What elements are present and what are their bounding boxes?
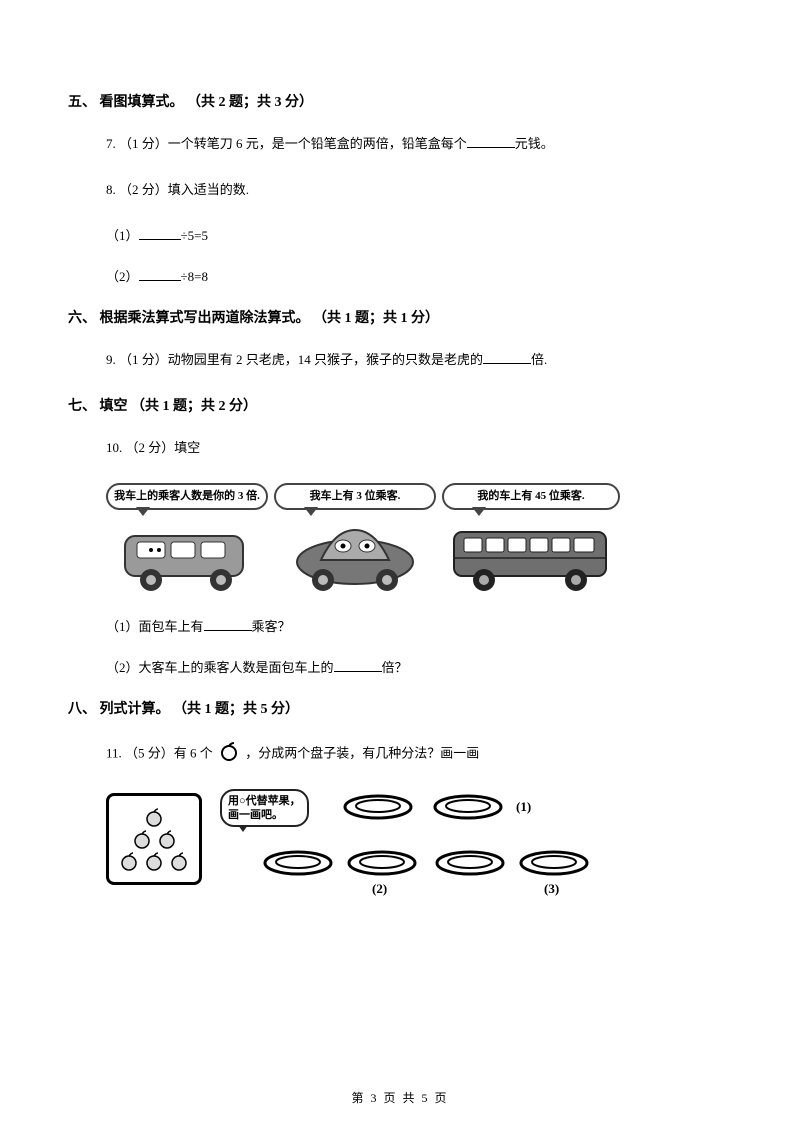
q11-prefix: 11. （5 分）有 6 个 <box>106 745 216 760</box>
plate-icon <box>432 793 504 821</box>
q10-sub2-prefix: （2）大客车上的乘客人数是面包车上的 <box>106 660 334 675</box>
section-7-heading: 七、 填空 （共 1 题；共 2 分） <box>68 395 732 415</box>
plate-icon <box>434 849 506 877</box>
q9-prefix: 9. （1 分）动物园里有 2 只老虎，14 只猴子，猴子的只数是老虎的 <box>106 352 483 367</box>
apple-box <box>106 793 202 885</box>
q8-sub1-blank[interactable] <box>139 226 181 240</box>
q9-blank[interactable] <box>483 350 531 364</box>
q10-sub1-blank[interactable] <box>204 617 252 631</box>
page-footer: 第 3 页 共 5 页 <box>0 1089 800 1106</box>
q10-sub1-suffix: 乘客？ <box>252 619 291 634</box>
bubble-van: 我车上的乘客人数是你的 3 倍. <box>106 483 268 509</box>
plate-label-3: (3) <box>544 881 559 897</box>
plates-area: 用○代替苹果， 画一画吧。 (1) (2) (3) <box>214 793 732 899</box>
question-7: 7. （1 分）一个转笔刀 6 元，是一个铅笔盒的两倍，铅笔盒每个 元钱。 <box>106 133 732 155</box>
plate-icon <box>518 849 590 877</box>
q8-sub2: （2） ÷8=8 <box>106 266 732 285</box>
q9-suffix: 倍. <box>531 352 547 367</box>
hint-line1: 用○代替苹果， <box>228 795 301 807</box>
q10-sub1: （1）面包车上有 乘客？ <box>106 616 732 635</box>
q7-blank[interactable] <box>467 134 515 148</box>
hint-bubble: 用○代替苹果， 画一画吧。 <box>220 789 309 828</box>
car-icon <box>274 510 436 596</box>
apple-icon <box>156 828 178 850</box>
q8-sub2-blank[interactable] <box>139 267 181 281</box>
q8-sub1-prefix: （1） <box>106 228 139 243</box>
q11-figure: 用○代替苹果， 画一画吧。 (1) (2) (3) <box>106 793 732 899</box>
vehicle-van: 我车上的乘客人数是你的 3 倍. <box>106 483 268 595</box>
vehicle-bus: 我的车上有 45 位乘客. <box>442 483 620 595</box>
q10-figure: 我车上的乘客人数是你的 3 倍. 我车上有 3 位乘客. 我的车上有 45 位乘… <box>106 483 732 595</box>
question-11: 11. （5 分）有 6 个 ，分成两个盘子装，有几种分法？画一画 <box>106 740 732 769</box>
plate-label-1: (1) <box>516 799 531 815</box>
apple-icon <box>118 850 140 872</box>
q11-suffix: ，分成两个盘子装，有几种分法？画一画 <box>245 745 479 760</box>
question-8: 8. （2 分）填入适当的数. <box>106 179 732 201</box>
q8-sub1: （1） ÷5=5 <box>106 225 732 244</box>
q8-sub2-suffix: ÷8=8 <box>181 269 208 284</box>
q8-sub1-suffix: ÷5=5 <box>181 228 208 243</box>
plate-icon <box>262 849 334 877</box>
apple-icon <box>168 850 190 872</box>
plate-icon <box>346 849 418 877</box>
q10-sub1-prefix: （1）面包车上有 <box>106 619 204 634</box>
bubble-bus: 我的车上有 45 位乘客. <box>442 483 620 509</box>
question-10: 10. （2 分）填空 <box>106 437 732 459</box>
q8-sub2-prefix: （2） <box>106 269 139 284</box>
section-6-heading: 六、 根据乘法算式写出两道除法算式。 （共 1 题；共 1 分） <box>68 307 732 327</box>
apple-icon <box>143 850 165 872</box>
q10-sub2-blank[interactable] <box>334 658 382 672</box>
apple-icon <box>143 806 165 828</box>
section-5-heading: 五、 看图填算式。 （共 2 题；共 3 分） <box>68 91 732 111</box>
section-8-heading: 八、 列式计算。 （共 1 题；共 5 分） <box>68 698 732 718</box>
q10-sub2: （2）大客车上的乘客人数是面包车上的 倍？ <box>106 657 732 676</box>
apple-icon <box>131 828 153 850</box>
q7-prefix: 7. （1 分）一个转笔刀 6 元，是一个铅笔盒的两倍，铅笔盒每个 <box>106 136 467 151</box>
bus-icon <box>442 510 620 596</box>
apple-icon <box>218 740 240 769</box>
question-9: 9. （1 分）动物园里有 2 只老虎，14 只猴子，猴子的只数是老虎的 倍. <box>106 349 732 371</box>
van-icon <box>106 510 268 596</box>
q10-sub2-suffix: 倍？ <box>382 660 408 675</box>
plate-icon <box>342 793 414 821</box>
hint-line2: 画一画吧。 <box>228 809 283 821</box>
plate-label-2: (2) <box>372 881 387 897</box>
q7-suffix: 元钱。 <box>515 136 554 151</box>
vehicle-car: 我车上有 3 位乘客. <box>274 483 436 595</box>
bubble-car: 我车上有 3 位乘客. <box>274 483 436 509</box>
